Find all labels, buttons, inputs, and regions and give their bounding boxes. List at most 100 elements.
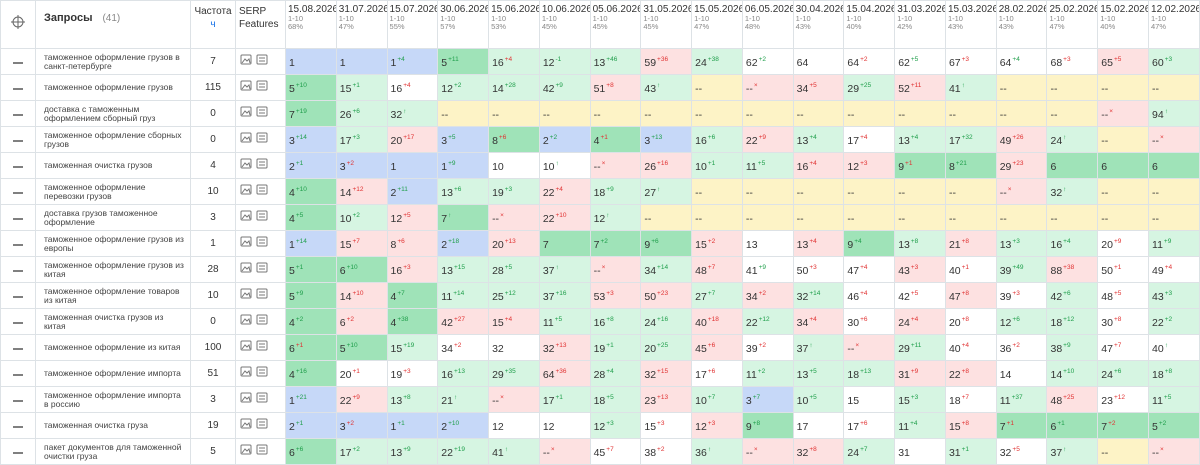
row-action[interactable]: [0, 256, 36, 283]
date-header[interactable]: 15.08.2026 1-10 68%: [285, 0, 337, 49]
dash-icon[interactable]: [13, 321, 23, 325]
row-action[interactable]: [0, 100, 36, 127]
position-value: 48: [695, 264, 707, 277]
serp-icons: [240, 314, 268, 324]
select-cell[interactable]: [0, 0, 36, 49]
row-action[interactable]: [0, 178, 36, 205]
dash-icon[interactable]: [13, 295, 23, 299]
dash-icon[interactable]: [13, 139, 23, 143]
position: 52+11: [896, 82, 921, 95]
position-value: 29: [847, 82, 860, 95]
position-cell: --×: [1148, 126, 1200, 153]
date-header[interactable]: 15.06.2026 1-10 53%: [488, 0, 540, 49]
row-action[interactable]: [0, 386, 36, 413]
position-cell: 5+10: [285, 74, 337, 101]
date-header[interactable]: 31.05.2026 1-10 45%: [640, 0, 693, 49]
position-value: 15: [847, 394, 860, 407]
position-cell: 12+5: [386, 204, 439, 231]
top-share: 45%: [541, 22, 557, 31]
position: --: [642, 213, 651, 225]
position-value: 21: [441, 394, 453, 407]
position: 48+25: [1048, 394, 1074, 407]
dash-icon[interactable]: [13, 61, 23, 65]
crosshair-icon[interactable]: [11, 15, 25, 29]
date-header[interactable]: 15.03.2026 1-10 43%: [944, 0, 997, 49]
dash-icon[interactable]: [13, 451, 23, 455]
dash-icon[interactable]: [13, 269, 23, 273]
date-header[interactable]: 12.02.2026 1-10 47%: [1148, 0, 1200, 49]
position-change: +2: [757, 368, 766, 375]
row-action[interactable]: [0, 152, 36, 179]
dash-icon[interactable]: [13, 243, 23, 247]
position: 6+2: [337, 316, 354, 329]
position: 24+4: [896, 316, 918, 329]
date-header[interactable]: 30.04.2026 1-10 43%: [792, 0, 845, 49]
position-cell: 14+10: [1046, 360, 1099, 387]
frequency-header[interactable]: Частота ч: [190, 0, 236, 49]
row-action[interactable]: [0, 48, 36, 75]
date-header[interactable]: 15.02.2026 1-10 40%: [1097, 0, 1150, 49]
position: 24↑: [1048, 134, 1066, 147]
row-action[interactable]: [0, 308, 36, 335]
row-action[interactable]: [0, 230, 36, 257]
position-value: 32: [390, 108, 403, 121]
query-header[interactable]: Запросы (41): [35, 0, 191, 49]
position-change: ×: [753, 446, 758, 453]
dash-icon[interactable]: [13, 87, 23, 91]
position-change: +3: [1164, 290, 1173, 297]
serp-icons: [240, 288, 268, 298]
dash-icon[interactable]: [13, 347, 23, 351]
row-action[interactable]: [0, 438, 36, 465]
row-action[interactable]: [0, 334, 36, 361]
date-header[interactable]: 31.03.2026 1-10 42%: [894, 0, 946, 49]
dash-icon[interactable]: [13, 191, 23, 195]
query-text: таможенная очистка грузов: [44, 160, 153, 170]
date-header[interactable]: 25.02.2026 1-10 47%: [1046, 0, 1099, 49]
date-header[interactable]: 06.05.2026 1-10 48%: [741, 0, 794, 49]
position-value: 20: [948, 316, 961, 329]
position-value: 11: [542, 316, 554, 329]
row-action[interactable]: [0, 126, 36, 153]
position: 50+23: [642, 290, 668, 303]
frequency-unit[interactable]: ч: [210, 19, 216, 30]
date-header[interactable]: 30.06.2026 1-10 57%: [437, 0, 490, 49]
date-header[interactable]: 15.05.2026 1-10 47%: [691, 0, 743, 49]
position-cell: --: [1097, 178, 1150, 205]
top-share: 68%: [288, 22, 304, 31]
position-change: +6: [707, 134, 716, 141]
row-action[interactable]: [0, 412, 36, 439]
position: 51+8: [591, 82, 614, 95]
date-header[interactable]: 15.04.2026 1-10 40%: [843, 0, 896, 49]
date-header[interactable]: 28.02.2026 1-10 43%: [995, 0, 1048, 49]
date-header[interactable]: 31.07.2026 1-10 47%: [335, 0, 388, 49]
dash-icon[interactable]: [13, 425, 23, 429]
date-header[interactable]: 15.07.2026 1-10 55%: [386, 0, 439, 49]
query-text: доставка с таможенным оформлением сборны…: [44, 103, 156, 123]
date-header[interactable]: 10.06.2026 1-10 45%: [538, 0, 591, 49]
position-value: 7: [441, 212, 448, 225]
top-range: 1-10: [643, 14, 659, 23]
position-cell: --×: [1148, 438, 1200, 465]
row-action[interactable]: [0, 204, 36, 231]
serp-icons: [240, 392, 268, 402]
row-action[interactable]: [0, 282, 36, 309]
dash-icon[interactable]: [13, 373, 23, 377]
position-change: +5: [809, 368, 817, 375]
position-change: +19: [295, 108, 307, 115]
dash-icon[interactable]: [13, 113, 23, 117]
position-cell: 47+7: [1097, 334, 1150, 361]
position-value: 43: [1152, 290, 1164, 303]
position-value: --: [999, 82, 1007, 95]
position-cell: 32↑: [1046, 178, 1099, 205]
date: 06.05.2026: [744, 4, 794, 15]
position: --: [693, 187, 702, 199]
dash-icon[interactable]: [13, 399, 23, 403]
position-cell: 19+3: [488, 178, 540, 205]
date-header[interactable]: 05.06.2026 1-10 45%: [589, 0, 642, 49]
row-action[interactable]: [0, 360, 36, 387]
dash-icon[interactable]: [13, 217, 23, 221]
position: 24+38: [693, 56, 719, 69]
dash-icon[interactable]: [13, 165, 23, 169]
row-action[interactable]: [0, 74, 36, 101]
position-change: +3: [352, 134, 360, 141]
